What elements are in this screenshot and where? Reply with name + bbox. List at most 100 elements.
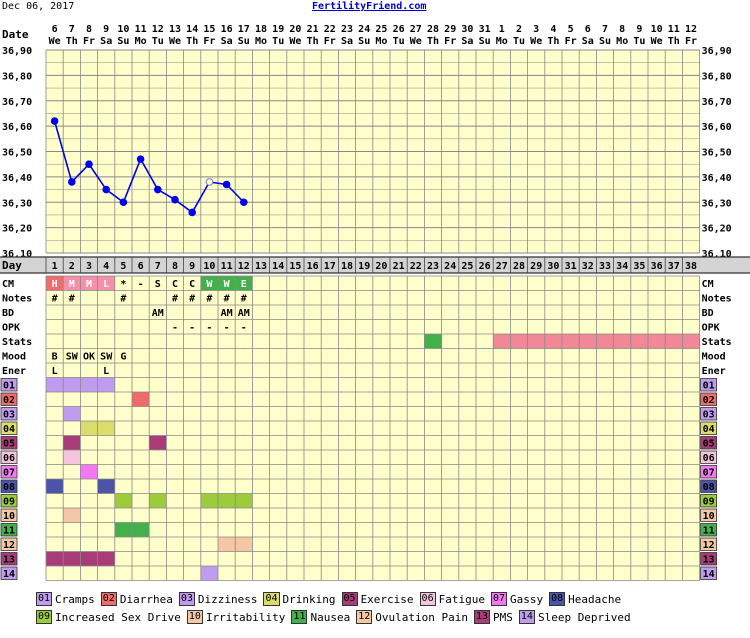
cell-value: #: [52, 294, 58, 305]
cycle-day-number: 32: [582, 261, 594, 272]
date-day-number: 26: [393, 24, 405, 35]
date-weekday: Fr: [444, 36, 456, 47]
temp-tick-label-left: 36,90: [2, 46, 32, 57]
legend-label: PMS: [493, 610, 513, 624]
symptom-code-right: 03: [703, 410, 715, 421]
cycle-day-number: 26: [479, 261, 491, 272]
legend-label: Ovulation Pain: [375, 610, 468, 624]
temp-tick-label-right: 36,90: [702, 46, 732, 57]
cycle-day-number: 35: [633, 261, 645, 272]
symptom-code-left: 08: [3, 482, 15, 493]
symptom-mark: [97, 551, 115, 566]
date-weekday: We: [169, 36, 181, 47]
symptom-code-left: 03: [3, 410, 15, 421]
legend-code: 03: [178, 592, 195, 606]
date-day-number: 12: [152, 24, 164, 35]
date-weekday: Fr: [565, 36, 577, 47]
legend-item: 08 Headache: [549, 592, 621, 606]
date-weekday: Fr: [685, 36, 697, 47]
symptom-code-left: 14: [3, 569, 15, 580]
cell-value: SW: [100, 352, 113, 363]
temperature-point: [171, 195, 179, 204]
cell-value: #: [224, 294, 230, 305]
symptom-mark: [80, 551, 98, 566]
temperature-point: [119, 198, 128, 207]
legend-item: 10 Irritability: [186, 610, 285, 624]
symptom-code-swatch-right: [700, 407, 717, 421]
legend-item: 14 Sleep Deprived: [518, 610, 631, 624]
cell-fill: [97, 276, 115, 291]
date-day-number: 23: [341, 24, 353, 35]
date-weekday: Th: [307, 36, 319, 47]
legend-code: 14: [518, 610, 535, 624]
symptom-code-swatch-left: [0, 436, 18, 450]
date-day-number: 14: [186, 24, 198, 35]
symptom-code-swatch-right: [700, 552, 717, 566]
date-day-number: 10: [117, 24, 129, 35]
legend-code: 11: [291, 610, 308, 624]
symptom-code-swatch-right: [700, 465, 717, 479]
date-day-number: 11: [135, 24, 147, 35]
symptom-code-right: 04: [703, 424, 715, 435]
legend-label: Dizziness: [197, 592, 258, 606]
cell-value: -: [189, 323, 195, 334]
row-label-right: BD: [702, 308, 714, 319]
cycle-day-number: 2: [69, 261, 75, 272]
cell-fill: [235, 276, 253, 291]
cycle-day-number: 12: [238, 261, 250, 272]
date-weekday: Sa: [221, 36, 233, 47]
cycle-day-number: 31: [565, 261, 577, 272]
temperature-point: [154, 185, 162, 194]
legend-code: 07: [490, 592, 507, 606]
legend-code: 10: [186, 610, 203, 624]
cell-value: #: [172, 294, 178, 305]
date-day-number: 20: [289, 24, 301, 35]
legend-code: 13: [473, 610, 491, 624]
date-day-number: 7: [69, 24, 75, 35]
fertility-friend-link[interactable]: FertilityFriend.com: [312, 1, 427, 12]
symptom-mark: [114, 522, 132, 537]
legend-item: 05 Exercise: [341, 592, 414, 606]
chart-date: Dec 06, 2017: [2, 1, 75, 12]
cycle-day-number: 22: [410, 261, 422, 272]
date-day-number: 10: [651, 24, 663, 35]
symptom-mark: [80, 421, 98, 436]
date-weekday: Tu: [272, 36, 284, 47]
cycle-day-number: 27: [496, 261, 508, 272]
date-weekday: Th: [66, 36, 78, 47]
date-weekday: Mo: [255, 36, 267, 47]
date-day-number: 27: [410, 24, 422, 35]
symptom-mark: [149, 493, 167, 508]
legend-label: Exercise: [360, 592, 414, 606]
date-day-number: 16: [221, 24, 233, 35]
date-day-number: 1: [499, 24, 505, 35]
row-label-left: BD: [2, 308, 14, 319]
legend-label: Diarrhea: [119, 592, 173, 606]
date-weekday: Su: [479, 36, 491, 47]
date-day-number: 19: [272, 24, 284, 35]
cycle-day-number: 29: [530, 261, 542, 272]
symptom-mark: [200, 566, 218, 581]
symptom-code-swatch-left: [0, 465, 18, 479]
cycle-day-number: 3: [86, 261, 92, 272]
symptom-mark: [132, 392, 150, 407]
temp-tick-label-left: 36,10: [2, 249, 32, 260]
temp-tick-label-left: 36,30: [2, 198, 32, 209]
cell-value: #: [241, 294, 247, 305]
date-day-number: 9: [103, 24, 109, 35]
symptom-code-left: 09: [3, 497, 15, 508]
legend-label: Nausea: [310, 610, 351, 624]
symptom-code-right: 08: [703, 482, 715, 493]
row-label-right: Notes: [702, 294, 732, 305]
date-weekday: Tu: [513, 36, 525, 47]
cycle-day-number: 24: [444, 261, 456, 272]
cycle-day-number: 18: [341, 261, 353, 272]
symptom-mark: [80, 377, 98, 392]
date-weekday: Mo: [375, 36, 387, 47]
row-label-right: Mood: [702, 352, 726, 363]
date-weekday: Sa: [100, 36, 112, 47]
date-weekday: We: [651, 36, 663, 47]
symptom-mark: [46, 377, 64, 392]
cell-value: #: [206, 294, 212, 305]
row-label-right: Ener: [702, 366, 726, 377]
